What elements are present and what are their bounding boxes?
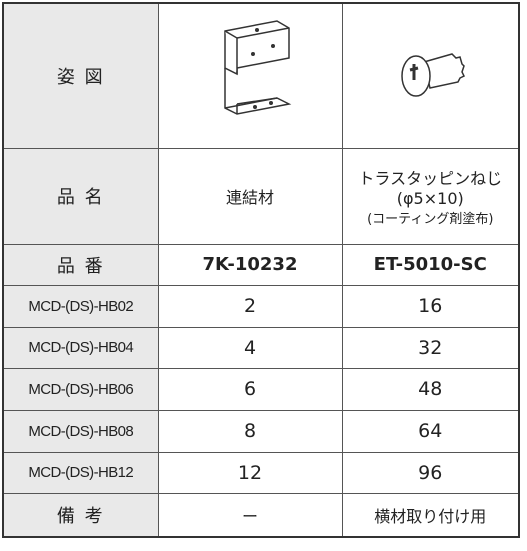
table-row: MCD-(DS)-HB02 2 16 — [2, 284, 520, 328]
table-cell: 品 名 — [2, 147, 159, 245]
table-cell: 品 番 — [2, 243, 159, 286]
table-cell: 16 — [341, 284, 520, 328]
table-cell: MCD-(DS)-HB06 — [2, 367, 159, 411]
table-cell: 48 — [341, 367, 520, 411]
table-row: 品 名連結材 トラスタッピンねじ (φ5×10) (コーティング剤塗布) — [2, 147, 520, 245]
table-cell: 2 — [157, 284, 343, 328]
figure-cell — [157, 2, 343, 149]
table-cell: 連結材 — [157, 147, 343, 245]
table-row: MCD-(DS)-HB08 8 64 — [2, 409, 520, 453]
cell-line: (φ5×10) — [396, 189, 464, 208]
table-row: 品 番 7K-10232 ET-5010-SC — [2, 243, 520, 286]
table-cell: 備 考 — [2, 492, 159, 538]
table-cell: 12 — [157, 451, 343, 494]
table-cell: ー — [157, 492, 343, 538]
table-cell: ET-5010-SC — [341, 243, 520, 286]
table-cell: 4 — [157, 326, 343, 369]
table-cell: MCD-(DS)-HB04 — [2, 326, 159, 369]
table-cell: 姿 図 — [2, 2, 159, 149]
cell-line: (コーティング剤塗布) — [367, 212, 494, 227]
table-cell: 8 — [157, 409, 343, 453]
table-cell: MCD-(DS)-HB02 — [2, 284, 159, 328]
table-row: 備 考ー横材取り付け用 — [2, 492, 520, 538]
table-row: MCD-(DS)-HB06 6 48 — [2, 367, 520, 411]
table-cell: 32 — [341, 326, 520, 369]
table-cell: MCD-(DS)-HB12 — [2, 451, 159, 494]
table-cell: 6 — [157, 367, 343, 411]
table-cell: 96 — [341, 451, 520, 494]
bracket-icon — [224, 20, 292, 116]
table-cell: MCD-(DS)-HB08 — [2, 409, 159, 453]
table-cell: トラスタッピンねじ (φ5×10) (コーティング剤塗布) — [341, 147, 520, 245]
figure-cell — [341, 2, 520, 149]
cell-line: トラスタッピンねじ — [358, 169, 503, 188]
table-cell: 64 — [341, 409, 520, 453]
screw-icon — [401, 52, 466, 97]
table-cell: 7K-10232 — [157, 243, 343, 286]
table-row: MCD-(DS)-HB04 4 32 — [2, 326, 520, 369]
table-row: MCD-(DS)-HB12 12 96 — [2, 451, 520, 494]
table-cell: 横材取り付け用 — [341, 492, 520, 538]
table-row: 姿 図 — [2, 2, 520, 149]
